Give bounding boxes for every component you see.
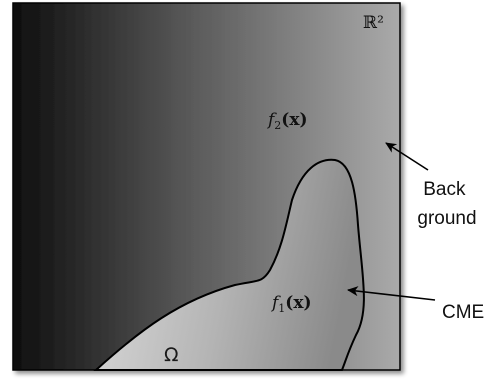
background-function-label: f2(x) — [266, 110, 308, 132]
cme-function-symbol: f — [270, 293, 281, 313]
background-function-symbol: f — [266, 110, 277, 130]
omega-label: Ω — [164, 344, 179, 366]
background-callout-line1: Back — [423, 179, 466, 200]
cme-region — [93, 158, 365, 371]
cme-function-subscript: 1 — [278, 302, 285, 315]
background-function-argument: (x) — [281, 110, 307, 130]
cme-function-argument: (x) — [285, 293, 311, 313]
background-function-subscript: 2 — [274, 119, 281, 132]
background-callout-line2: ground — [417, 208, 476, 229]
background-arrow — [385, 142, 429, 171]
cme-callout: CME — [442, 302, 484, 323]
space-label: ℝ² — [363, 13, 384, 33]
cme-function-label: f1(x) — [270, 293, 312, 315]
cme-arrow — [347, 286, 436, 301]
background-callout: Back ground — [417, 179, 476, 229]
